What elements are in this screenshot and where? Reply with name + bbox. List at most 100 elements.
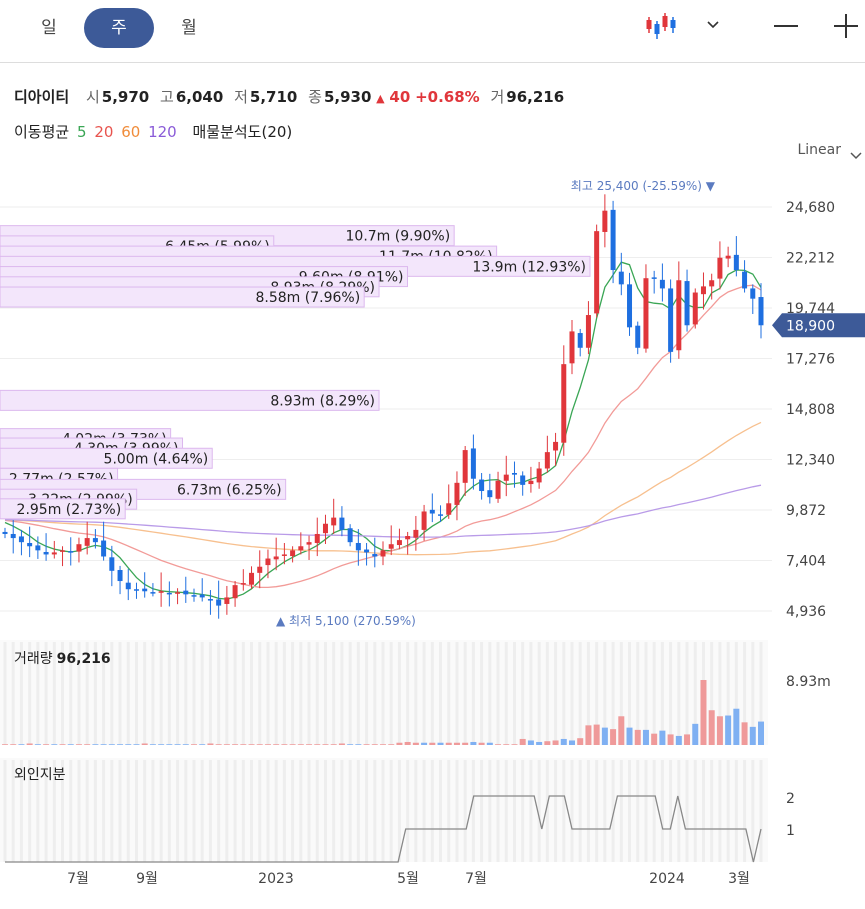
candle-body [109,557,115,571]
candle-body [676,280,682,351]
volume-bar [462,742,469,745]
price-axis-label: 4,936 [786,604,826,620]
volume-bar [141,743,148,745]
candle-body [388,544,394,549]
volume-bar [92,744,99,745]
candle-body [405,536,411,540]
candle-body [651,277,657,279]
scale-chevron-down-icon[interactable] [849,146,863,165]
volume-bar [552,740,559,745]
candle-body [364,549,370,553]
volume-bar [716,716,723,745]
volume-bar [264,744,271,745]
change-arrow-icon: ▲ [376,92,385,105]
scale-mode-select[interactable]: Linear [797,142,841,158]
volume-panel-title: 거래량 96,216 [14,651,111,667]
candle-body [528,480,534,485]
open-label: 시 [85,88,100,106]
volume-bar [577,738,584,745]
volume-bar [470,741,477,745]
volume-bar [347,744,354,745]
foreign-ownership-line [5,795,762,863]
change-percent: +0.68% [415,88,480,106]
candle-body [347,528,353,543]
candle-body [396,540,402,546]
volume-bar [445,742,452,745]
volume-bar [495,744,502,745]
tab-daily[interactable]: 일 [41,18,57,38]
ma-20-label: 20 [94,123,114,141]
candle-body [668,288,674,352]
volume-bar [199,744,206,745]
candle-body [355,542,361,551]
price-axis-label: 12,340 [786,453,835,469]
volume-bar [453,742,460,745]
change-value: 40 [389,88,411,106]
candle-body [758,297,764,326]
candle-body [511,473,517,475]
tab-monthly[interactable]: 월 [181,18,197,38]
candle-body [191,595,197,597]
plus-icon[interactable] [830,10,862,42]
candle-body [142,588,148,592]
candlestick-chart-icon[interactable] [642,10,682,42]
volume-bar [2,744,8,745]
volume-bar [511,744,518,745]
candle-body [553,441,559,451]
volume-bar [692,723,699,745]
volume-bar [149,744,156,745]
volume-bar [232,744,239,745]
candle-body [627,284,633,328]
volume-bar [240,744,247,745]
time-axis-label: 7월 [67,871,89,887]
candle-body [544,452,550,469]
candle-body [249,572,255,585]
minus-icon[interactable] [770,12,802,40]
time-axis-label: 9월 [136,871,158,887]
candle-body [257,566,263,573]
candle-body [635,325,641,348]
ma-120-label: 120 [148,123,177,141]
volume-bar [43,744,50,745]
candle-body [68,551,74,553]
candle-body [10,533,16,539]
volume-bar [437,742,444,745]
moving-average-label[interactable]: 이동평균 [14,123,70,141]
volume-bar [34,744,41,745]
ma-5-label: 5 [76,123,87,141]
volume-bar [749,726,756,745]
volume-bar [248,744,255,745]
candle-body [298,546,304,551]
volume-bar [380,744,386,745]
volume-title-value: 96,216 [57,651,111,667]
volume-bar [412,742,419,745]
time-axis-label: 2024 [649,871,685,887]
foreign-axis-label: 1 [786,823,795,839]
candle-body [684,281,690,326]
time-axis-label: 7월 [465,871,487,887]
chevron-down-icon[interactable] [700,12,726,38]
tab-weekly[interactable]: 주 [84,8,154,48]
volume-profile-label[interactable]: 매물분석도(20) [192,123,293,141]
volume-bar [536,741,543,745]
volume-bar [256,744,263,745]
volume-bar [708,710,715,745]
candle-body [175,592,181,594]
candle-body [331,517,337,526]
volume-bar [26,743,33,745]
price-axis-label: 19,744 [786,301,835,317]
high-label: 고 [160,88,174,106]
candle-body [199,594,205,598]
volume-bar [314,744,321,745]
volume-bar [273,744,280,745]
volume-bar [569,740,575,745]
volume-title-label: 거래량 [14,651,53,667]
time-axis-label: 3월 [728,871,750,887]
volume-profile-bar [0,498,126,520]
volume-bar [75,744,82,745]
candle-body [232,585,238,599]
candle-body [273,556,279,560]
volume-bar [733,708,740,745]
candle-body [733,254,739,271]
